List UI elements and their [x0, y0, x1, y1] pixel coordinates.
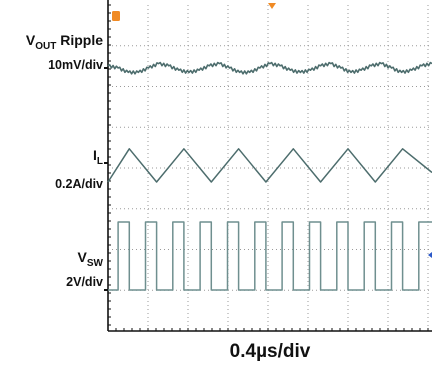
channel-name-label: IL — [93, 147, 103, 167]
trace-vout-ripple — [107, 61, 432, 75]
trigger-position-icon — [268, 3, 276, 9]
scope-markers — [112, 3, 432, 258]
channel-name-label: VSW — [78, 249, 104, 269]
channel-name-main: I — [93, 147, 97, 163]
plot-frame — [107, 0, 432, 332]
channel-name-subscript: OUT — [35, 41, 56, 52]
channel-scale-label: 2V/div — [66, 275, 103, 289]
channel-scale-label: 10mV/div — [48, 58, 103, 72]
trigger-level-icon — [428, 252, 432, 258]
trace-layer — [107, 61, 432, 291]
channel-name-suffix: Ripple — [56, 32, 103, 48]
trace-il — [107, 148, 432, 183]
channel-name-main: V — [78, 249, 88, 265]
channel-scale-label: 0.2A/div — [55, 177, 103, 191]
x-axis-label: 0.4µs/div — [230, 341, 311, 362]
trace-vsw — [108, 221, 432, 291]
channel-name-main: V — [26, 32, 36, 48]
channel-name-label: VOUT Ripple — [26, 32, 103, 52]
channel-1-marker-icon — [112, 11, 120, 21]
channel-name-subscript: L — [97, 156, 103, 167]
channel-name-subscript: SW — [87, 258, 104, 269]
